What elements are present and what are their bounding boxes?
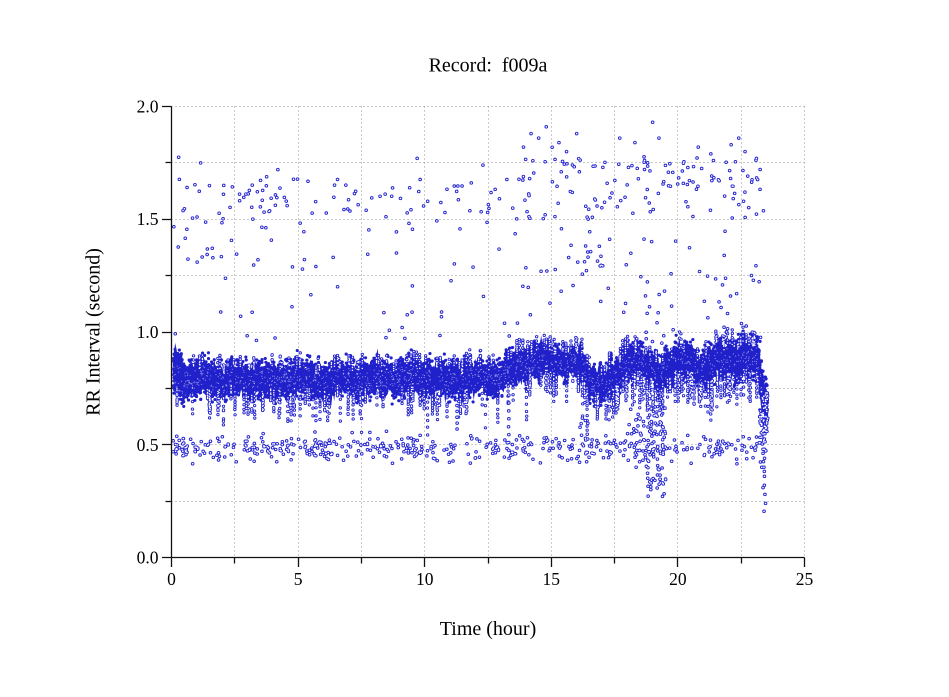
svg-text:10: 10 bbox=[416, 569, 434, 589]
svg-text:15: 15 bbox=[543, 569, 561, 589]
svg-text:1.0: 1.0 bbox=[137, 322, 159, 342]
svg-text:1.5: 1.5 bbox=[137, 209, 159, 229]
svg-text:Time (hour): Time (hour) bbox=[440, 618, 536, 640]
svg-text:RR Interval (second): RR Interval (second) bbox=[83, 248, 105, 416]
svg-text:5: 5 bbox=[294, 569, 303, 589]
svg-text:0: 0 bbox=[167, 569, 176, 589]
svg-text:Record: f009a: Record: f009a bbox=[429, 54, 548, 76]
svg-text:0.5: 0.5 bbox=[137, 435, 159, 455]
svg-text:20: 20 bbox=[669, 569, 687, 589]
svg-text:25: 25 bbox=[796, 569, 814, 589]
svg-text:0.0: 0.0 bbox=[137, 548, 159, 568]
svg-text:2.0: 2.0 bbox=[137, 97, 159, 117]
